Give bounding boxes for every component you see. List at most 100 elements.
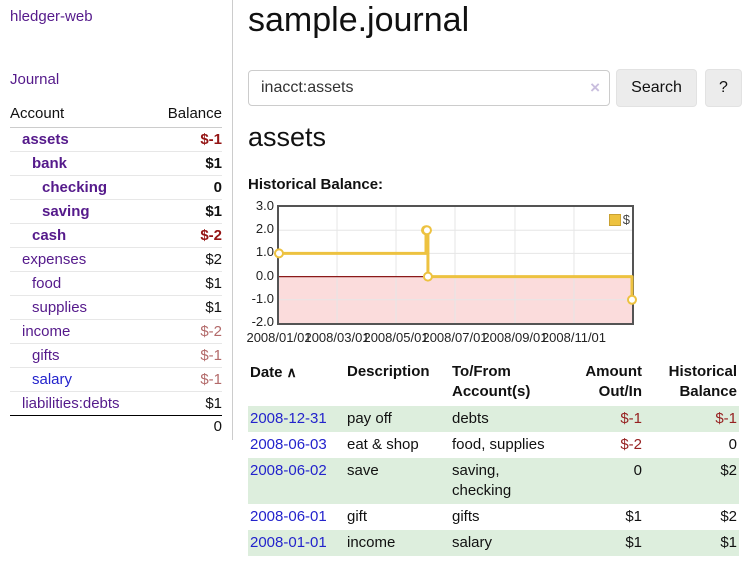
account-link[interactable]: liabilities:debts bbox=[22, 395, 120, 412]
account-heading: assets bbox=[248, 122, 327, 152]
register-balance-cell: $1 bbox=[720, 534, 737, 551]
account-link[interactable]: saving bbox=[42, 203, 90, 220]
register-balance-cell: $2 bbox=[720, 462, 737, 479]
transaction-date-link[interactable]: 2008-12-31 bbox=[250, 410, 327, 427]
account-balance: $1 bbox=[151, 151, 222, 176]
account-row: expenses $2 bbox=[10, 247, 222, 272]
transaction-date-link[interactable]: 2008-06-03 bbox=[250, 436, 327, 453]
account-balance: $1 bbox=[151, 391, 222, 416]
register-accounts-cell: saving, checking bbox=[452, 462, 512, 499]
account-row: liabilities:debts $1 bbox=[10, 391, 222, 416]
register-date-cell: 2008-06-03 bbox=[248, 432, 345, 458]
register-accounts-cell: debts bbox=[452, 410, 489, 427]
x-tick-label: 2008/09/01 bbox=[482, 330, 548, 345]
register-balance-cell: 0 bbox=[728, 436, 737, 453]
main-content: sample.journal × Search ? assets Histori… bbox=[246, 0, 742, 582]
register-col-balance: Historical Balance bbox=[668, 363, 737, 400]
y-tick-label: 2.0 bbox=[255, 221, 274, 237]
register-accounts-cell: gifts bbox=[452, 508, 480, 525]
account-row: cash $-2 bbox=[10, 223, 222, 248]
register-col-date[interactable]: Date ∧ bbox=[250, 364, 297, 381]
clear-search-icon[interactable]: × bbox=[590, 78, 600, 97]
sort-asc-icon: ∧ bbox=[286, 364, 297, 380]
account-link[interactable]: checking bbox=[42, 179, 108, 196]
register-description-cell: income bbox=[347, 534, 396, 551]
chart-legend: $ bbox=[608, 212, 630, 227]
register-col-amount: Amount Out/In bbox=[585, 363, 642, 400]
account-balance: 0 bbox=[151, 175, 222, 200]
register-amount-cell: $-1 bbox=[620, 410, 642, 427]
x-tick-label: 2008/01/01 bbox=[246, 330, 312, 345]
account-row: gifts $-1 bbox=[10, 343, 222, 368]
search-button[interactable]: Search bbox=[616, 69, 697, 107]
transaction-date-link[interactable]: 2008-06-02 bbox=[250, 462, 327, 479]
register-amount-cell: 0 bbox=[633, 462, 642, 479]
account-row: checking 0 bbox=[10, 175, 222, 200]
register-balance-cell: $-1 bbox=[715, 410, 737, 427]
account-balance: $-2 bbox=[151, 223, 222, 248]
account-row: assets $-1 bbox=[10, 128, 222, 152]
account-link[interactable]: gifts bbox=[32, 347, 60, 364]
y-tick-label: -1.0 bbox=[251, 290, 274, 306]
account-row: food $1 bbox=[10, 271, 222, 296]
chart-series-svg bbox=[274, 207, 637, 323]
accounts-total-row: 0 bbox=[10, 415, 222, 438]
account-balance: $-1 bbox=[151, 367, 222, 392]
account-row: bank $1 bbox=[10, 151, 222, 176]
account-row: income $-2 bbox=[10, 319, 222, 344]
register-description-cell: save bbox=[347, 462, 379, 479]
account-balance: $1 bbox=[151, 199, 222, 224]
register-date-cell: 2008-06-01 bbox=[248, 504, 345, 530]
accounts-table: Account Balance assets $-1 bank $1 checking 0… bbox=[10, 102, 222, 438]
y-tick-label: 3.0 bbox=[255, 198, 274, 213]
register-row: 2008-12-31 pay off debts $-1 $-1 bbox=[248, 406, 739, 432]
transaction-date-link[interactable]: 2008-06-01 bbox=[250, 508, 327, 525]
balance-col-header: Balance bbox=[151, 102, 222, 128]
account-link[interactable]: supplies bbox=[32, 299, 88, 316]
y-tick-label: 1.0 bbox=[255, 244, 274, 260]
account-balance: $-1 bbox=[151, 343, 222, 368]
register-description-cell: pay off bbox=[347, 410, 392, 427]
account-balance: $-1 bbox=[200, 131, 222, 148]
brand-link[interactable]: hledger-web bbox=[10, 8, 93, 25]
help-button[interactable]: ? bbox=[705, 69, 742, 107]
register-row: 2008-06-03 eat & shop food, supplies $-2 0 bbox=[248, 432, 739, 458]
register-date-cell: 2008-12-31 bbox=[248, 406, 345, 432]
register-description-cell: gift bbox=[347, 508, 368, 525]
transaction-date-link[interactable]: 2008-01-01 bbox=[250, 534, 327, 551]
x-tick-label: 2008/05/01 bbox=[363, 330, 429, 345]
accounts-total-value: 0 bbox=[151, 415, 222, 438]
register-balance-cell: $2 bbox=[720, 508, 737, 525]
register-table-body: 2008-12-31 pay off debts $-1 $-1 2008-06-03 ea… bbox=[248, 406, 739, 556]
register-col-description: Description bbox=[347, 363, 430, 380]
sidebar: hledger-web Journal Account Balance asse… bbox=[0, 0, 233, 440]
historical-balance-chart: 3.0 2.0 1.0 0.0 -1.0 -2.0 $ 2008/01/01 2008/03… bbox=[246, 198, 742, 351]
account-row: supplies $1 bbox=[10, 295, 222, 320]
x-tick-label: 2008/07/01 bbox=[422, 330, 488, 345]
register-row: 2008-06-02 save saving, checking 0 $2 bbox=[248, 458, 739, 504]
page-title: sample.journal bbox=[248, 1, 470, 39]
register-date-cell: 2008-01-01 bbox=[248, 530, 345, 556]
account-balance: $1 bbox=[151, 295, 222, 320]
account-link[interactable]: assets bbox=[22, 131, 69, 148]
account-row: salary $-1 bbox=[10, 367, 222, 392]
legend-swatch-icon bbox=[608, 213, 621, 226]
register-row: 2008-06-01 gift gifts $1 $2 bbox=[248, 504, 739, 530]
account-link[interactable]: bank bbox=[32, 155, 68, 172]
register-col-accounts: To/From Account(s) bbox=[452, 363, 531, 400]
account-link[interactable]: salary bbox=[32, 371, 73, 388]
register-description-cell: eat & shop bbox=[347, 436, 419, 453]
search-input[interactable] bbox=[249, 71, 609, 105]
sidebar-item-journal[interactable]: Journal bbox=[10, 71, 60, 88]
account-link[interactable]: cash bbox=[32, 227, 67, 244]
account-link[interactable]: food bbox=[32, 275, 62, 292]
register-header-row: Date ∧ Description To/From Account(s) Amo… bbox=[248, 358, 739, 406]
register-amount-cell: $1 bbox=[625, 508, 642, 525]
account-link[interactable]: expenses bbox=[22, 251, 87, 268]
register-accounts-cell: salary bbox=[452, 534, 493, 551]
search-box: × bbox=[248, 70, 610, 106]
register-accounts-cell: food, supplies bbox=[452, 436, 545, 453]
account-balance: $2 bbox=[151, 247, 222, 272]
account-link[interactable]: income bbox=[22, 323, 71, 340]
